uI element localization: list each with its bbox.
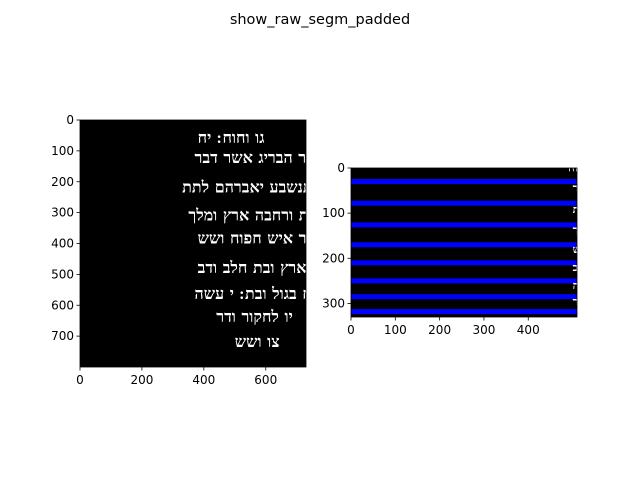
manuscript-text-line: גו וחוח — [568, 162, 597, 175]
x-tick-label: 300 — [472, 323, 495, 337]
manuscript-text-line: ביר הבריג אשר דבר — [573, 181, 640, 194]
y-tick-label: 700 — [51, 329, 74, 343]
manuscript-text-line: וח בגול ובת ׃ י עשה — [195, 284, 316, 303]
manuscript-text-line: תנשבע יאברהם לתת — [573, 203, 640, 216]
y-tick-label: 300 — [322, 296, 345, 310]
segmented-image-panel: גו וחוח ביר הבריג אשר דבר תנשבע יאברהם לתת… — [322, 161, 640, 337]
manuscript-text-line: ועת ובחר איש חפוח ושש — [198, 229, 357, 248]
y-tick-label: 100 — [51, 144, 74, 158]
segment-separator-line — [351, 179, 577, 185]
x-tick-label: 0 — [347, 323, 355, 337]
manuscript-text-line: יבש נו ארץ ובת חלב ודב — [198, 258, 351, 277]
y-tick-label: 300 — [51, 206, 74, 220]
y-tick-label: 600 — [51, 298, 74, 312]
y-tick-label: 0 — [337, 161, 345, 175]
segment-separator-line — [351, 222, 577, 228]
y-tick-label: 500 — [51, 267, 74, 281]
manuscript-text-line: יבש נו ארץ ובת חלב ודב — [573, 261, 640, 274]
x-tick-label: 100 — [384, 323, 407, 337]
axes-frame — [350, 167, 578, 318]
manuscript-text-line: שובת ורחבה ארץ ומלך — [188, 205, 332, 224]
manuscript-text-line: וח בגול ובת י עשה — [573, 279, 640, 292]
y-tick-label: 0 — [66, 113, 74, 127]
manuscript-text-line: תנשבע יאברהם לתת — [182, 178, 312, 197]
y-tick-label: 400 — [51, 237, 74, 251]
manuscript-text-line: צו ושש — [235, 332, 280, 351]
segment-separator-line — [351, 200, 577, 206]
image-background — [80, 120, 306, 367]
manuscript-text-line: גו וחוח ׃ יח — [198, 128, 265, 147]
segment-separator-line — [351, 309, 577, 315]
segment-separator-line — [351, 278, 577, 284]
manuscript-text-line: יו לחקור ודר — [216, 307, 293, 326]
x-tick-label: 400 — [517, 323, 540, 337]
segment-separator-line — [351, 260, 577, 266]
figure-title: show_raw_segm_padded — [230, 12, 410, 28]
manuscript-text-line: יו לחקור ודר — [573, 295, 626, 308]
y-tick-label: 200 — [51, 175, 74, 189]
manuscript-text-line: ועת ובחר איש חפוח ושש — [573, 243, 640, 256]
x-tick-label: 0 — [76, 373, 84, 387]
x-tick-label: 200 — [428, 323, 451, 337]
manuscript-text-line: שובת ורחבה ארץ ומלך — [573, 223, 640, 236]
manuscript-text-line: ביר הבריג אשר דבר — [195, 148, 319, 167]
x-tick-label: 400 — [192, 373, 215, 387]
y-tick-label: 100 — [322, 206, 345, 220]
segment-separator-line — [351, 242, 577, 248]
y-tick-label: 200 — [322, 251, 345, 265]
segment-separator-line — [351, 294, 577, 300]
x-tick-label: 200 — [130, 373, 153, 387]
x-tick-label: 600 — [254, 373, 277, 387]
